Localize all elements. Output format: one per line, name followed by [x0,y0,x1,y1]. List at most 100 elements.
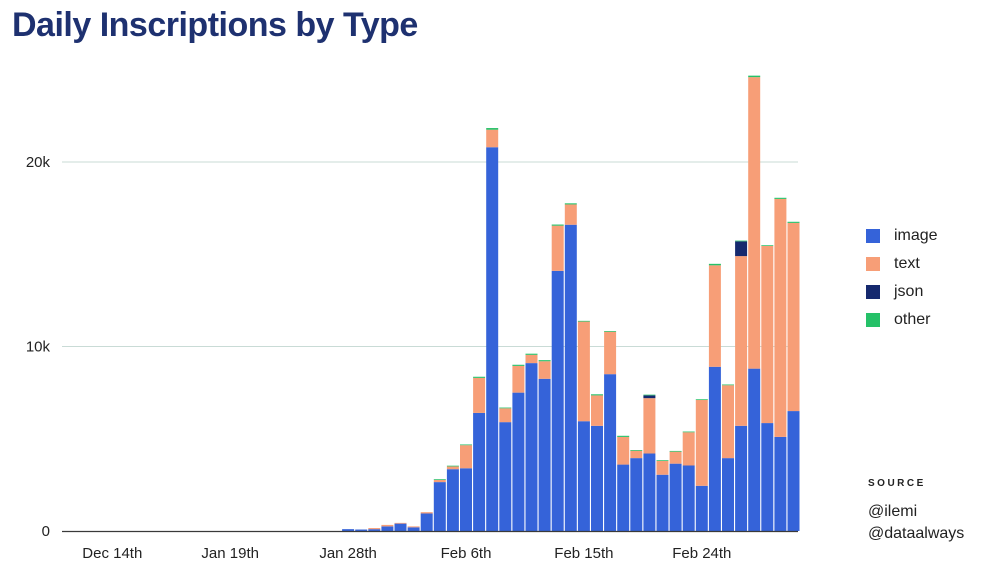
bar-segment-other[interactable] [525,353,538,355]
bar-segment-text[interactable] [420,512,433,514]
bar-segment-text[interactable] [460,445,472,469]
bar-segment-text[interactable] [735,256,748,426]
bar-segment-text[interactable] [486,129,499,148]
bar-segment-image[interactable] [617,464,630,531]
bar-segment-json[interactable] [735,241,748,257]
bar-segment-image[interactable] [551,270,564,531]
bar-segment-image[interactable] [682,465,695,532]
bar-segment-other[interactable] [669,450,682,452]
bar-segment-other[interactable] [473,376,486,378]
bar-segment-text[interactable] [368,528,381,530]
bar-segment-other[interactable] [708,263,721,266]
bar-segment-image[interactable] [460,468,472,531]
bar-segment-text[interactable] [512,365,525,393]
bar-segment-image[interactable] [446,469,459,531]
bar-segment-text[interactable] [604,331,617,375]
bar-segment-image[interactable] [774,436,787,531]
bar-segment-image[interactable] [564,224,577,532]
legend-item-text[interactable]: text [866,250,938,278]
bar-segment-image[interactable] [591,425,603,531]
bar-segment-text[interactable] [564,204,577,225]
bar-segment-text[interactable] [748,77,761,369]
bar-segment-image[interactable] [394,523,407,531]
bar-segment-text[interactable] [708,265,721,367]
bar-segment-json[interactable] [643,395,656,399]
bar-segment-text[interactable] [722,385,734,459]
bar-segment-other[interactable] [735,240,748,242]
bar-segment-image[interactable] [577,421,590,531]
bar-segment-text[interactable] [473,377,486,413]
bar-segment-other[interactable] [551,224,564,226]
bar-segment-text[interactable] [394,522,407,524]
bar-segment-other[interactable] [591,394,603,396]
bar-segment-image[interactable] [630,458,643,531]
bar-segment-other[interactable] [433,479,446,480]
bar-segment-other[interactable] [656,460,669,461]
bar-segment-image[interactable] [499,422,512,531]
bar-segment-image[interactable] [538,378,551,531]
bar-segment-other[interactable] [617,435,630,437]
bar-segment-other[interactable] [630,450,643,451]
bar-segment-image[interactable] [486,147,499,532]
bar-segment-image[interactable] [512,392,525,532]
bar-segment-text[interactable] [630,450,643,459]
bar-segment-text[interactable] [682,432,695,466]
bar-segment-text[interactable] [499,408,512,423]
bar-segment-text[interactable] [787,222,800,412]
bar-segment-image[interactable] [407,527,420,531]
legend-item-image[interactable]: image [866,222,938,250]
bar-segment-text[interactable] [538,361,551,379]
bar-segment-image[interactable] [342,529,355,531]
bar-segment-text[interactable] [551,225,564,271]
legend-item-json[interactable]: json [866,278,938,306]
bar-segment-image[interactable] [735,425,748,531]
bar-segment-image[interactable] [355,529,368,531]
bar-segment-other[interactable] [512,364,525,366]
bar-segment-other[interactable] [499,407,512,409]
bar-segment-image[interactable] [695,485,708,531]
bar-segment-other[interactable] [564,203,577,205]
bar-segment-other[interactable] [682,431,695,433]
bar-segment-image[interactable] [525,363,538,531]
bar-segment-image[interactable] [381,526,394,531]
bar-segment-other[interactable] [761,245,774,246]
bar-segment-text[interactable] [656,460,669,475]
bar-segment-image[interactable] [761,423,774,531]
bar-segment-other[interactable] [748,75,761,78]
bar-segment-image[interactable] [748,368,761,531]
bar-segment-image[interactable] [604,374,617,531]
bar-segment-text[interactable] [433,479,446,483]
bar-segment-other[interactable] [604,331,617,332]
bar-segment-text[interactable] [617,436,630,465]
bar-segment-image[interactable] [433,482,446,531]
bar-segment-other[interactable] [722,384,734,386]
bar-segment-other[interactable] [486,128,499,130]
bar-segment-other[interactable] [695,399,708,401]
legend-item-other[interactable]: other [866,306,938,334]
bar-segment-text[interactable] [695,400,708,486]
bar-segment-text[interactable] [525,354,538,364]
bar-segment-other[interactable] [577,320,590,322]
bar-segment-image[interactable] [722,458,734,531]
bar-segment-image[interactable] [420,513,433,531]
bar-segment-other[interactable] [446,465,459,467]
bar-segment-text[interactable] [407,526,420,528]
bar-segment-other[interactable] [787,221,800,223]
bar-segment-other[interactable] [643,394,656,396]
bar-segment-other[interactable] [460,444,472,446]
bar-segment-image[interactable] [473,412,486,531]
bar-segment-image[interactable] [669,463,682,531]
bar-segment-image[interactable] [708,366,721,531]
bar-segment-text[interactable] [446,466,459,470]
bar-segment-text[interactable] [591,395,603,426]
bar-segment-text[interactable] [381,524,394,527]
bar-segment-text[interactable] [643,398,656,454]
bar-segment-image[interactable] [787,411,800,531]
bar-segment-text[interactable] [774,198,787,437]
bar-segment-text[interactable] [761,245,774,424]
bar-segment-image[interactable] [656,474,669,531]
bar-segment-image[interactable] [643,453,656,531]
bar-segment-text[interactable] [669,451,682,464]
bar-segment-image[interactable] [368,529,381,531]
bar-segment-other[interactable] [538,360,551,362]
